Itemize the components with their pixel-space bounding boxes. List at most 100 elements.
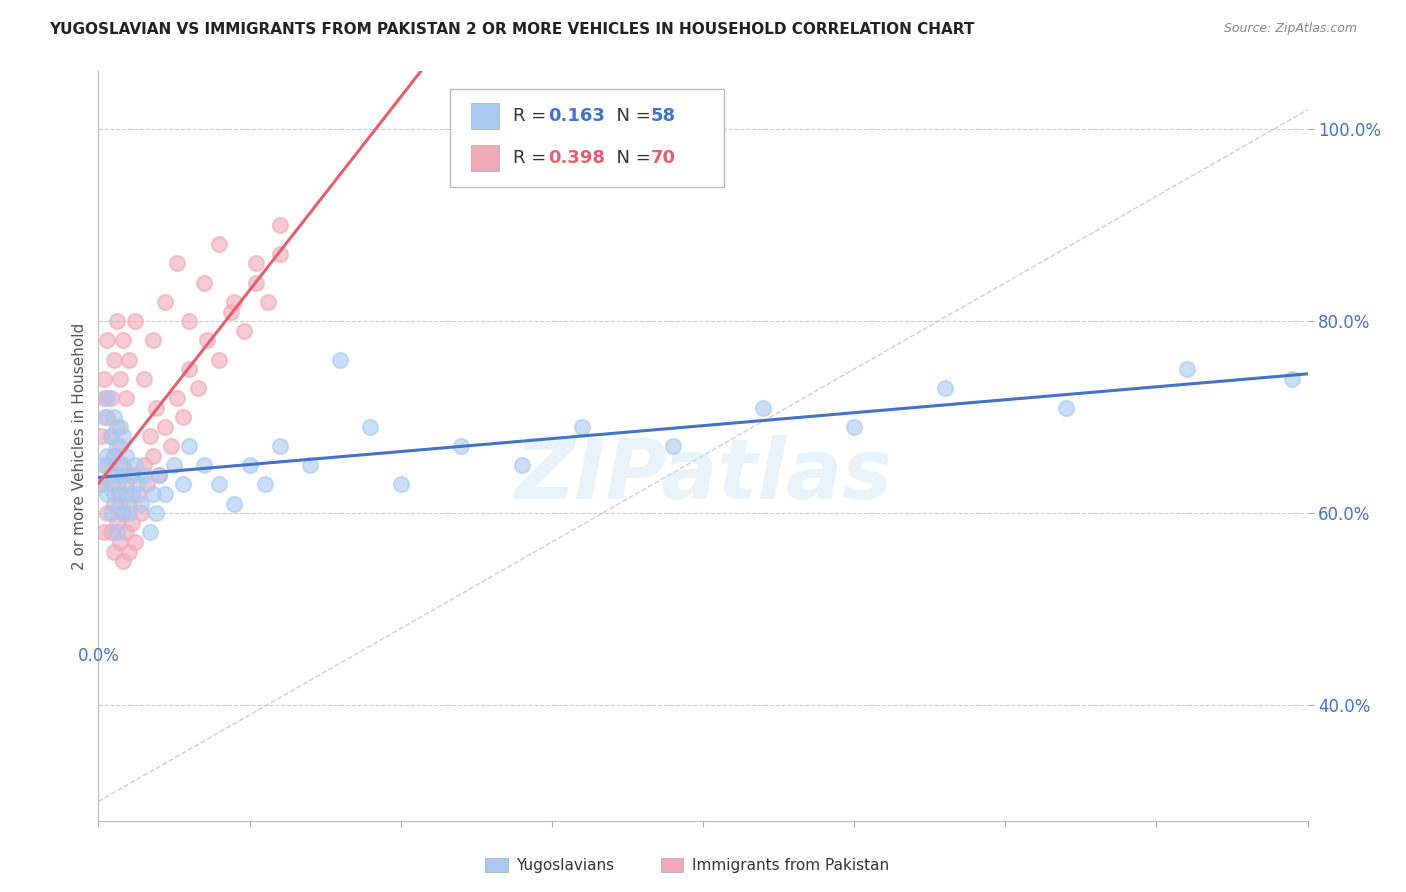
Text: 0.163: 0.163 [548,107,605,125]
Text: R =: R = [513,107,553,125]
Point [108,487,131,501]
Point [103,487,125,501]
Point [114,449,136,463]
Point [108,439,131,453]
Point [239,458,262,473]
Point [111,429,134,443]
Point [90,477,112,491]
Point [90,477,112,491]
Point [145,401,167,415]
Text: N =: N = [605,149,657,167]
Point [100,506,122,520]
Point [208,352,231,367]
Point [111,334,134,348]
Point [127,477,149,491]
Point [118,352,141,367]
Point [96,391,118,405]
Point [187,381,209,395]
Point [105,467,128,482]
Point [256,294,278,309]
Point [90,429,112,443]
Point [145,506,167,520]
Point [100,467,122,482]
Point [571,419,593,434]
Point [844,419,866,434]
Point [108,535,131,549]
Point [389,477,412,491]
Point [148,467,170,482]
Point [103,410,125,425]
Point [100,429,122,443]
Point [108,497,131,511]
Point [124,314,146,328]
Point [129,506,152,520]
Point [108,419,131,434]
Point [179,314,201,328]
Point [96,506,118,520]
Point [118,506,141,520]
Point [114,477,136,491]
Point [148,467,170,482]
Point [132,372,155,386]
Point [172,477,194,491]
Point [96,487,118,501]
Point [108,458,131,473]
Point [103,449,125,463]
Text: YUGOSLAVIAN VS IMMIGRANTS FROM PAKISTAN 2 OR MORE VEHICLES IN HOUSEHOLD CORRELAT: YUGOSLAVIAN VS IMMIGRANTS FROM PAKISTAN … [49,22,974,37]
Point [129,497,152,511]
Point [93,372,115,386]
Point [114,487,136,501]
Text: 58: 58 [651,107,676,125]
Point [269,247,291,261]
Point [1281,372,1303,386]
Point [132,467,155,482]
Point [221,304,243,318]
Point [139,429,162,443]
Point [103,544,125,558]
Point [232,324,254,338]
Point [224,294,246,309]
Point [245,256,267,270]
Point [360,419,382,434]
Point [96,458,118,473]
Point [105,314,128,328]
Text: 70: 70 [651,149,676,167]
Point [253,477,276,491]
Text: 0.0%: 0.0% [77,647,120,665]
Point [111,506,134,520]
Point [224,497,246,511]
Point [269,218,291,232]
Point [121,467,143,482]
Point [142,487,165,501]
Point [245,276,267,290]
Point [269,439,291,453]
Point [166,391,188,405]
Point [105,525,128,540]
Point [100,391,122,405]
Point [103,449,125,463]
Text: Immigrants from Pakistan: Immigrants from Pakistan [692,858,889,872]
Point [118,544,141,558]
Point [100,525,122,540]
Point [100,429,122,443]
Point [103,497,125,511]
Point [105,477,128,491]
Point [450,439,472,453]
Point [93,410,115,425]
Point [1175,362,1198,376]
Point [96,410,118,425]
Point [118,467,141,482]
Point [208,237,231,252]
Point [179,362,201,376]
Point [752,401,775,415]
Point [111,458,134,473]
Text: R =: R = [513,149,553,167]
Point [96,334,118,348]
Point [114,391,136,405]
Text: Yugoslavians: Yugoslavians [516,858,614,872]
Point [93,391,115,405]
Point [193,276,215,290]
Point [135,477,157,491]
Point [160,439,183,453]
Point [193,458,215,473]
